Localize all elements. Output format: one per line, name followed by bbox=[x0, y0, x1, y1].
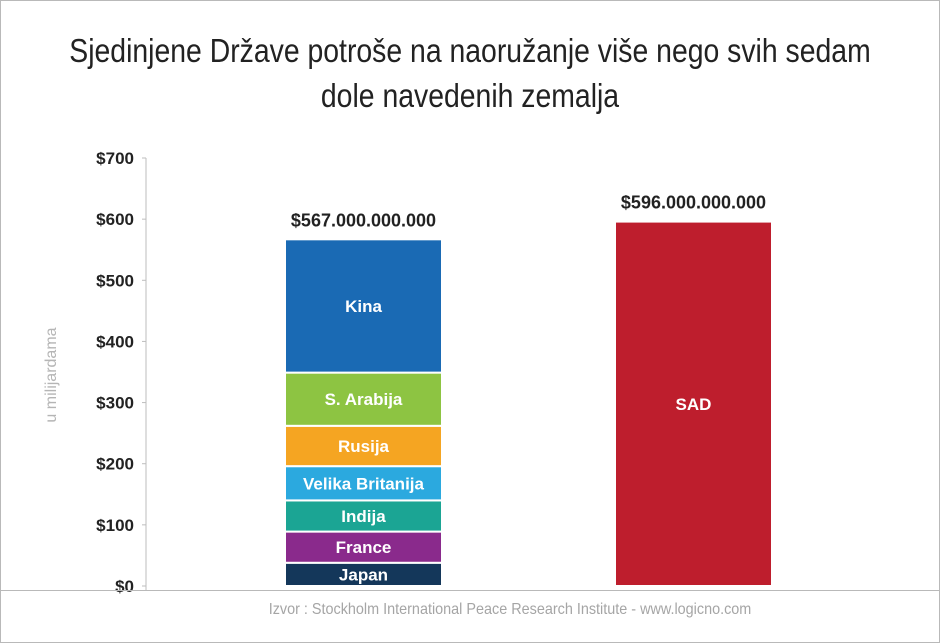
y-tick-label: $100 bbox=[96, 516, 134, 535]
y-tick-label: $300 bbox=[96, 394, 134, 413]
segment-label: Rusija bbox=[338, 437, 390, 456]
y-tick-label: $700 bbox=[96, 149, 134, 168]
segment-label: Kina bbox=[345, 297, 382, 316]
y-axis: $0 $100 $200 $300 $400 $500 $600 $700 bbox=[96, 149, 147, 596]
y-tick-label: $0 bbox=[115, 577, 134, 596]
chart-title: Sjedinjene Države potroše na naoružanje … bbox=[69, 32, 871, 114]
source-note: Izvor : Stockholm International Peace Re… bbox=[268, 601, 752, 618]
y-tick-label: $200 bbox=[96, 455, 134, 474]
segment-label: Velika Britanija bbox=[303, 474, 424, 493]
y-tick-label: $500 bbox=[96, 271, 134, 290]
bar-segment bbox=[614, 220, 773, 588]
segment-label: Japan bbox=[339, 565, 388, 584]
segment-label: France bbox=[336, 538, 392, 557]
bar-total-label: $596.000.000.000 bbox=[621, 193, 766, 213]
bar-segment bbox=[284, 424, 443, 468]
segment-label: Indija bbox=[341, 507, 386, 526]
y-tick-label: $400 bbox=[96, 332, 134, 351]
bar-stack: Japan France Indija Velika Britanija Rusija S… bbox=[284, 210, 443, 587]
bar-segment bbox=[284, 371, 443, 427]
bar-segment bbox=[284, 238, 443, 374]
y-axis-label: u milijardama bbox=[43, 327, 60, 422]
bar-total-label: $567.000.000.000 bbox=[291, 210, 436, 230]
segment-label: SAD bbox=[676, 395, 712, 414]
footer-divider bbox=[1, 590, 939, 591]
bars: Japan France Indija Velika Britanija Rusija S… bbox=[284, 193, 773, 588]
bar-stack: SAD $596.000.000.000 bbox=[614, 193, 773, 588]
y-tick-label: $600 bbox=[96, 210, 134, 229]
segment-label: S. Arabija bbox=[325, 390, 403, 409]
